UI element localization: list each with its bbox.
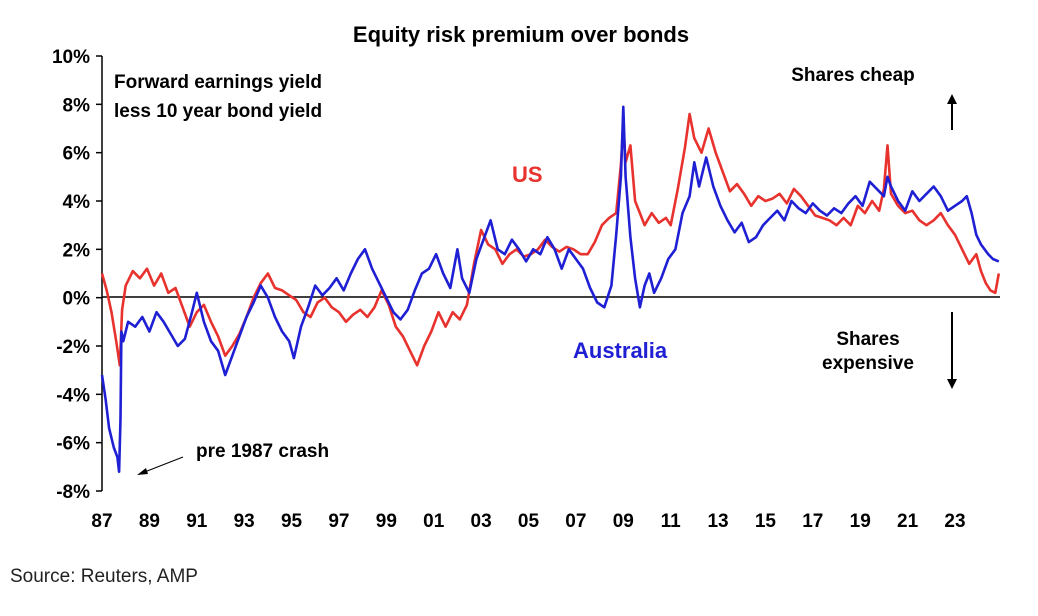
us-series-label: US — [512, 162, 543, 187]
source-note: Source: Reuters, AMP — [10, 566, 198, 587]
series-line-us — [100, 112, 1001, 367]
y-tick-label: 4% — [63, 192, 91, 213]
pre-1987-crash-label: pre 1987 crash — [196, 441, 329, 462]
y-tick-label: -2% — [56, 337, 90, 358]
subtitle-line-1: Forward earnings yield — [114, 72, 322, 93]
chart-title: Equity risk premium over bonds — [353, 22, 689, 47]
x-tick-label: 93 — [234, 511, 255, 532]
x-tick-label: 89 — [139, 511, 160, 532]
shares-expensive-label-line-1: Shares — [836, 329, 899, 350]
x-tick-label: 91 — [186, 511, 208, 532]
x-tick-label: 01 — [423, 511, 445, 532]
x-tick-label: 99 — [376, 511, 397, 532]
x-tick-label: 17 — [802, 511, 823, 532]
series-line-australia — [100, 105, 1000, 474]
x-tick-label: 23 — [944, 511, 965, 532]
y-axis-ticks: -8% -6% -4% -2% 0% 2% 4% 6% 8% 10% — [52, 47, 102, 503]
y-tick-label: 0% — [63, 289, 91, 310]
down-arrow-icon — [947, 312, 957, 389]
shares-cheap-label: Shares cheap — [791, 65, 915, 86]
x-tick-label: 19 — [850, 511, 871, 532]
y-tick-label: 8% — [63, 95, 91, 116]
shares-expensive-label-line-2: expensive — [822, 353, 914, 374]
equity-risk-premium-chart: Equity risk premium over bonds -8% -6% -4%… — [52, 22, 1001, 532]
x-tick-label: 87 — [91, 511, 112, 532]
x-tick-label: 95 — [281, 511, 303, 532]
x-tick-label: 11 — [661, 511, 682, 532]
y-tick-label: -8% — [56, 482, 90, 503]
x-tick-label: 15 — [755, 511, 777, 532]
y-tick-label: 10% — [52, 47, 90, 68]
y-tick-label: 6% — [63, 144, 91, 165]
up-arrow-icon — [947, 94, 957, 130]
pointer-arrow-icon — [137, 456, 184, 475]
y-tick-label: -4% — [56, 385, 90, 406]
y-tick-label: 2% — [63, 240, 91, 261]
y-tick-label: -6% — [56, 434, 90, 455]
x-tick-label: 09 — [613, 511, 634, 532]
x-tick-label: 07 — [565, 511, 586, 532]
x-tick-label: 13 — [707, 511, 728, 532]
x-axis-ticks: 87 89 91 93 95 97 99 01 03 05 07 09 11 13 15 17 19 21 23 — [91, 511, 965, 532]
x-tick-label: 97 — [328, 511, 349, 532]
australia-series-label: Australia — [573, 338, 668, 363]
x-tick-label: 05 — [518, 511, 540, 532]
series-layer — [100, 105, 1001, 474]
x-tick-label: 21 — [897, 511, 919, 532]
subtitle-line-2: less 10 year bond yield — [114, 101, 322, 122]
x-tick-label: 03 — [471, 511, 492, 532]
